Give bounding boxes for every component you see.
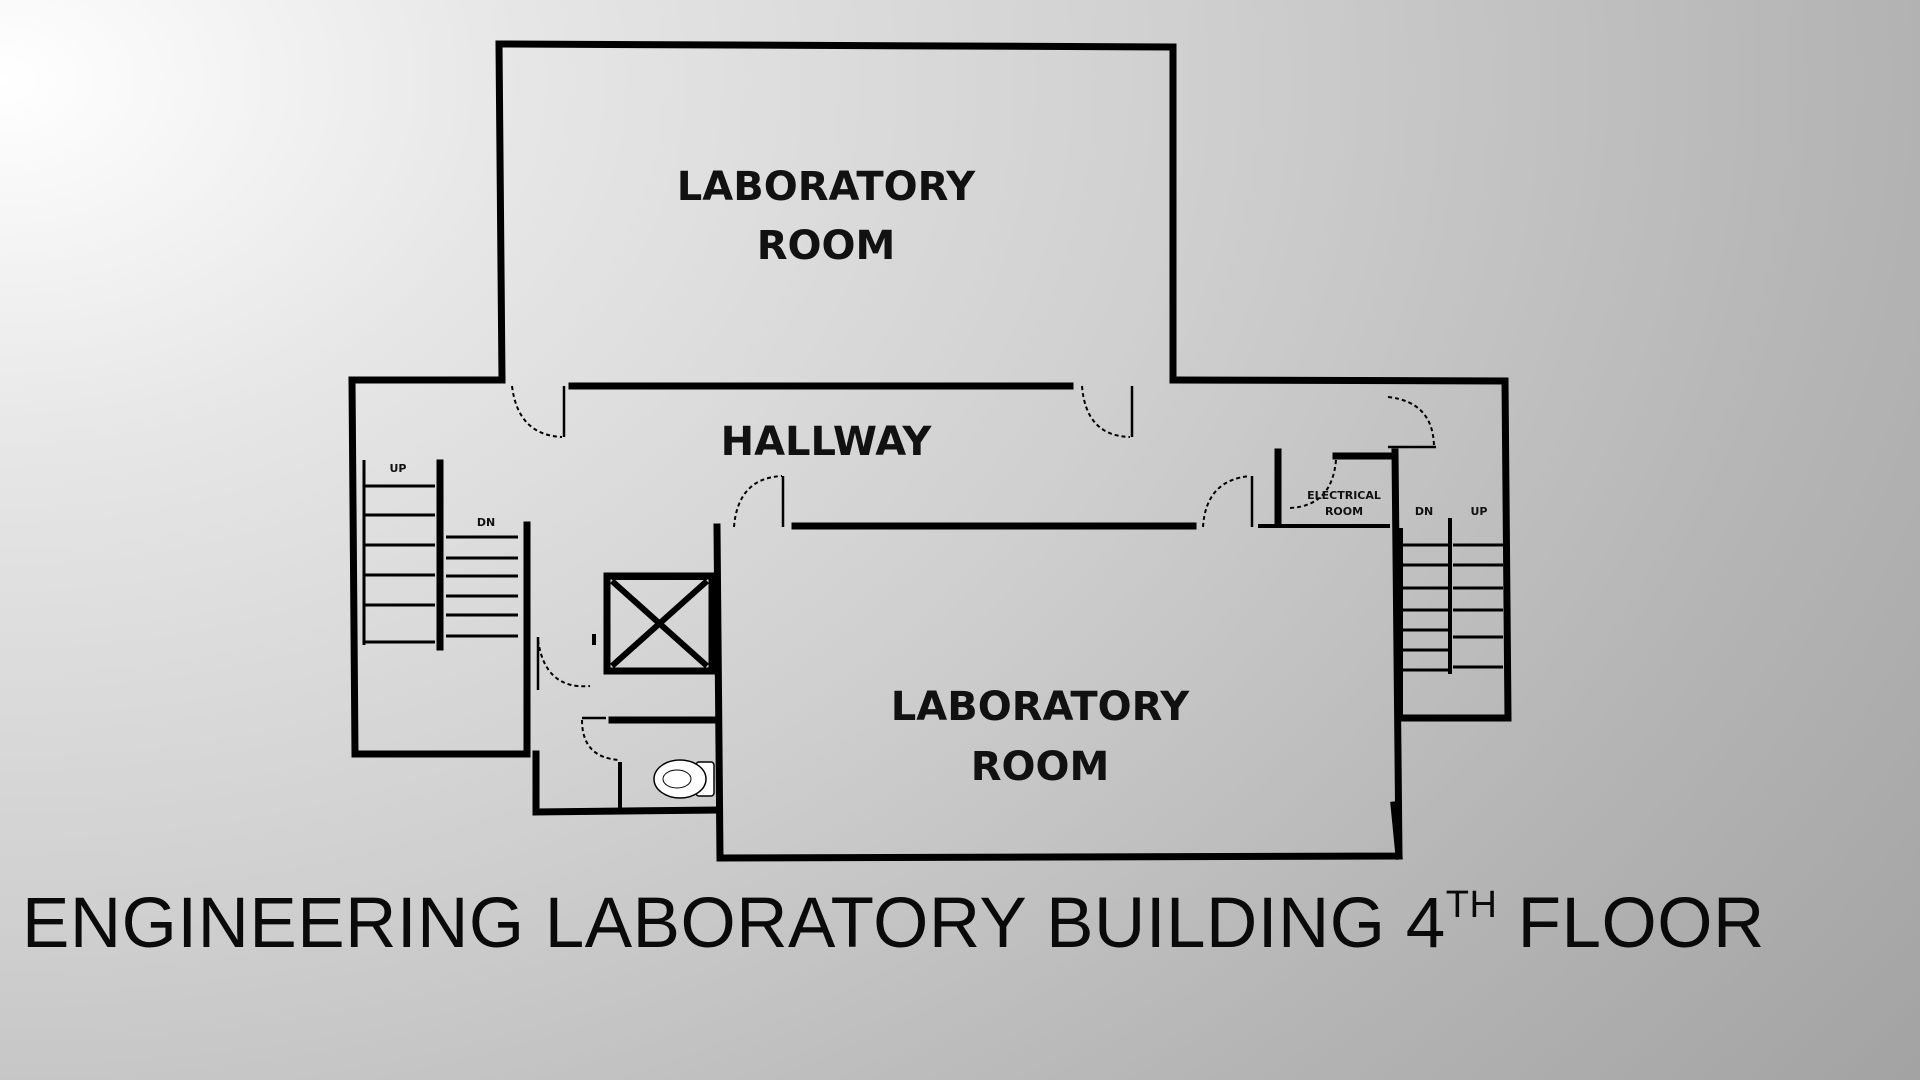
- lab-top-label-line1: LABORATORY: [677, 164, 976, 210]
- stair-left-dn-label: DN: [477, 516, 495, 529]
- title-suffix: FLOOR: [1497, 884, 1765, 963]
- wall-lab-bottom-corner: [1390, 801, 1403, 860]
- elevator-shaft: [603, 572, 716, 675]
- page-title: ENGINEERING LABORATORY BUILDING 4TH FLOO…: [22, 886, 1765, 959]
- hallway-label: HALLWAY: [721, 419, 933, 465]
- stair-icon: [362, 459, 518, 651]
- stair-left-up-label: UP: [390, 462, 407, 475]
- lab-top-label-line2: ROOM: [757, 223, 896, 269]
- wall-lower-left: [532, 750, 721, 816]
- electrical-label-line1: ELECTRICAL: [1307, 489, 1381, 502]
- stair-right-up-label: UP: [1471, 505, 1488, 518]
- door-icon: [511, 385, 1436, 761]
- stair-icon-right: [1399, 518, 1503, 718]
- lab-bottom-label-line2: ROOM: [971, 744, 1110, 790]
- lab-bottom-label-line1: LABORATORY: [891, 684, 1190, 730]
- electrical-label-line2: ROOM: [1325, 505, 1363, 518]
- title-main: ENGINEERING LABORATORY BUILDING 4: [22, 884, 1446, 963]
- elevator-icon: [609, 578, 710, 669]
- walls: [348, 40, 1512, 862]
- wall-lab-top: [495, 40, 1177, 384]
- wall-lab-bottom: [713, 448, 1403, 862]
- stair-right-dn-label: DN: [1415, 505, 1433, 518]
- title-superscript: TH: [1445, 884, 1498, 926]
- wall-left-wing: [348, 376, 531, 758]
- toilet-icon: [653, 759, 715, 799]
- wall-right-wing: [1169, 376, 1512, 722]
